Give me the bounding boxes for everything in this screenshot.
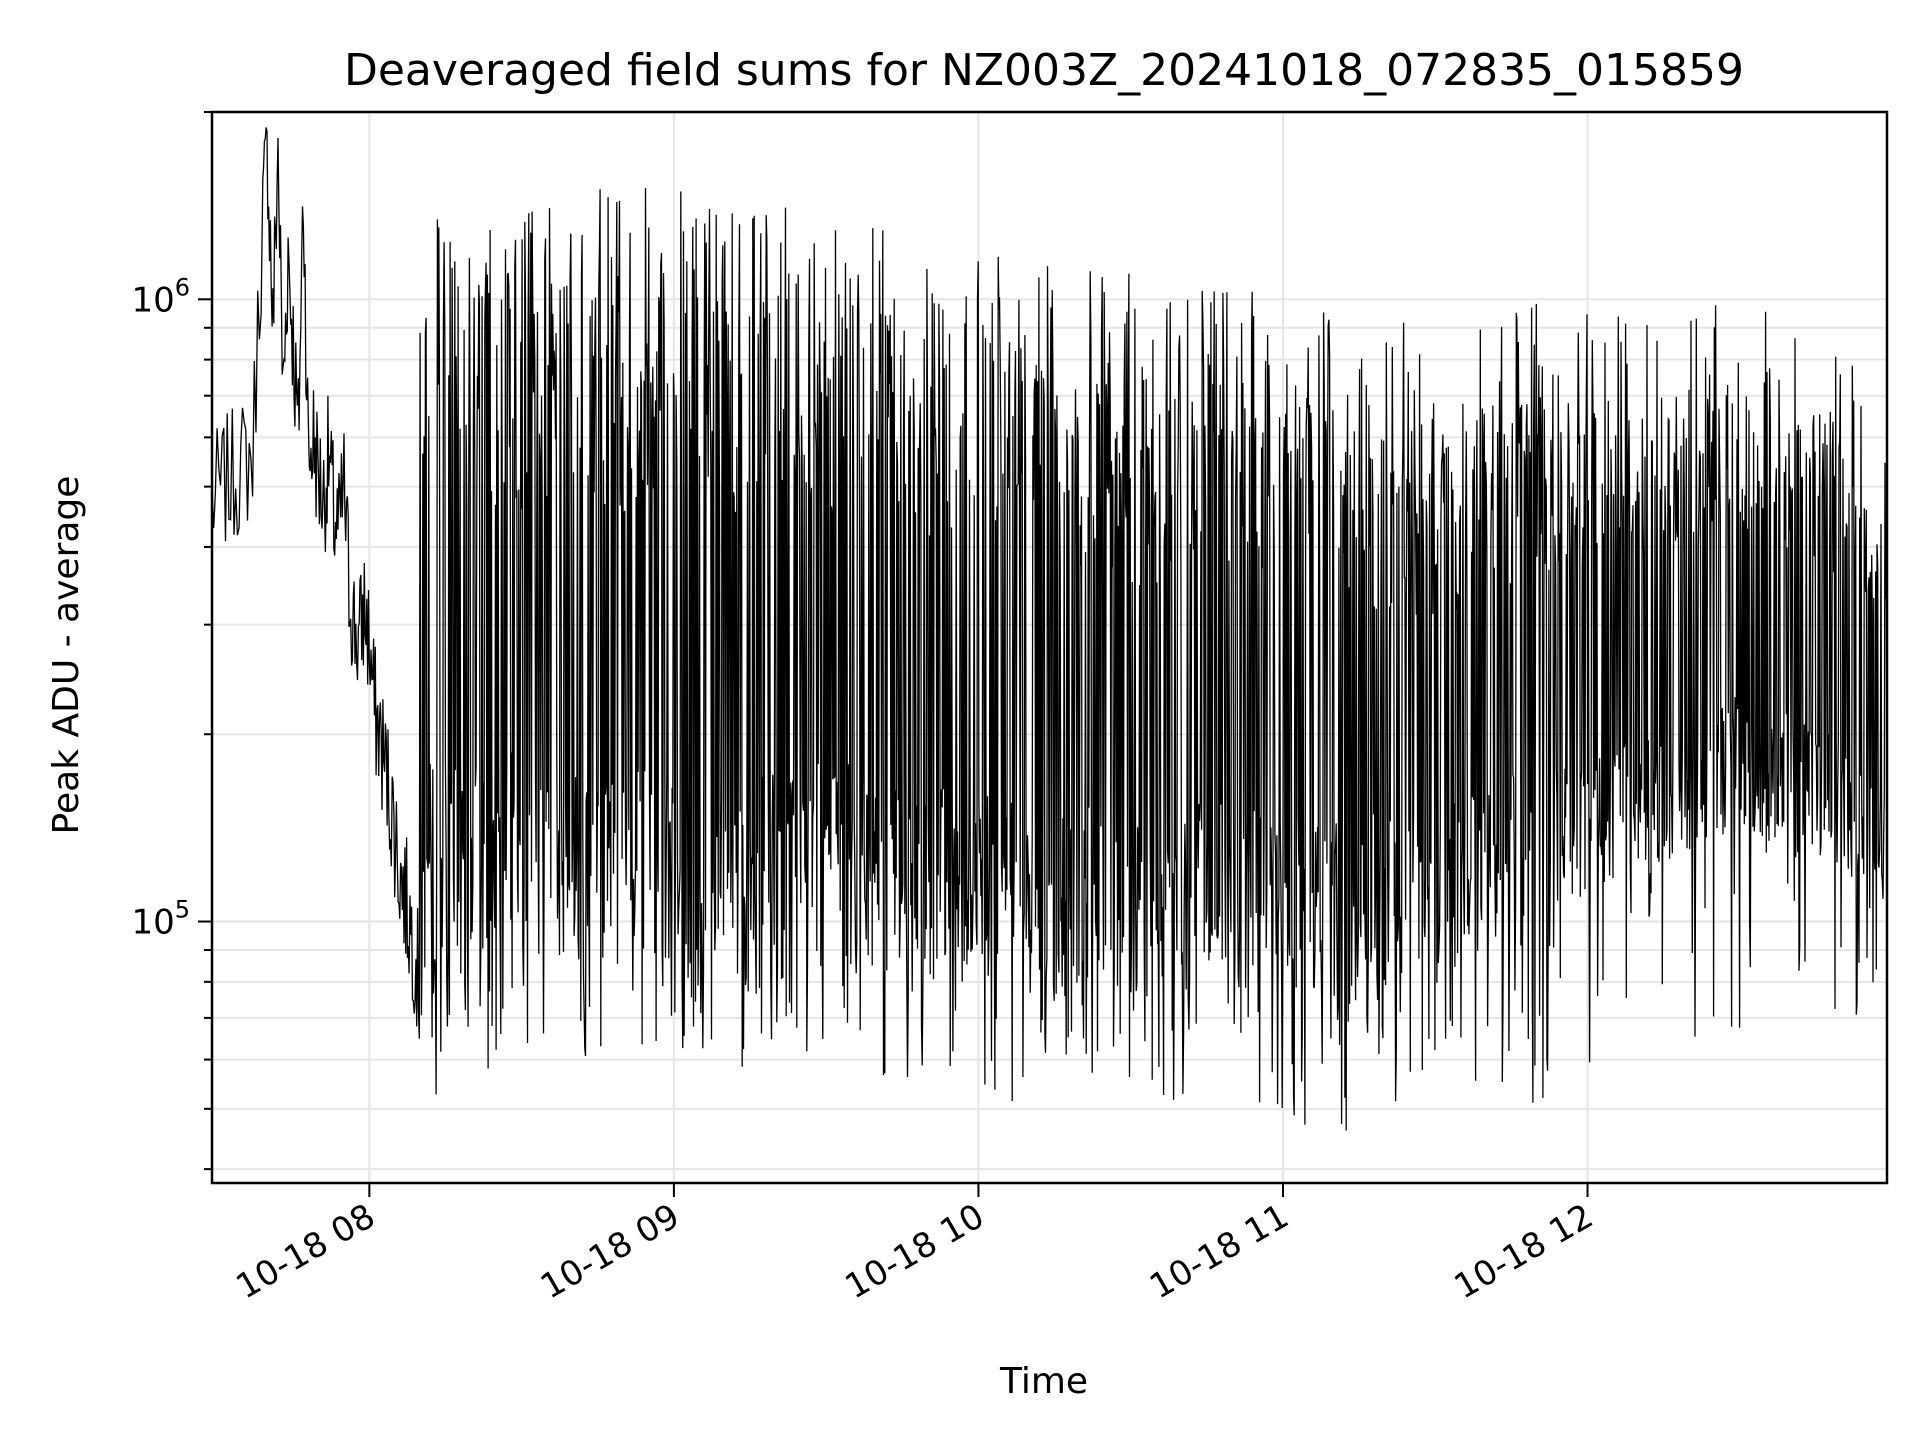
y-tick-label: 105 <box>131 896 190 943</box>
series-line <box>211 127 1888 1131</box>
series-layer <box>211 127 1888 1131</box>
x-tick-label: 10-18 10 <box>839 1196 991 1307</box>
x-axis-label: Time <box>999 1361 1088 1402</box>
x-tick-label: 10-18 12 <box>1448 1196 1600 1307</box>
x-tick-label: 10-18 08 <box>229 1196 381 1307</box>
x-tick-label: 10-18 09 <box>534 1196 686 1307</box>
chart-title: Deaveraged field sums for NZ003Z_2024101… <box>344 45 1744 96</box>
x-tick-label: 10-18 11 <box>1143 1196 1295 1307</box>
tick-layer: 10-18 08 10-18 09 10-18 10 10-18 11 10-18 12… <box>131 111 1600 1307</box>
y-axis-label: Peak ADU - average <box>46 476 87 835</box>
y-tick-label: 106 <box>131 273 190 320</box>
plot-frame <box>210 110 1889 1185</box>
